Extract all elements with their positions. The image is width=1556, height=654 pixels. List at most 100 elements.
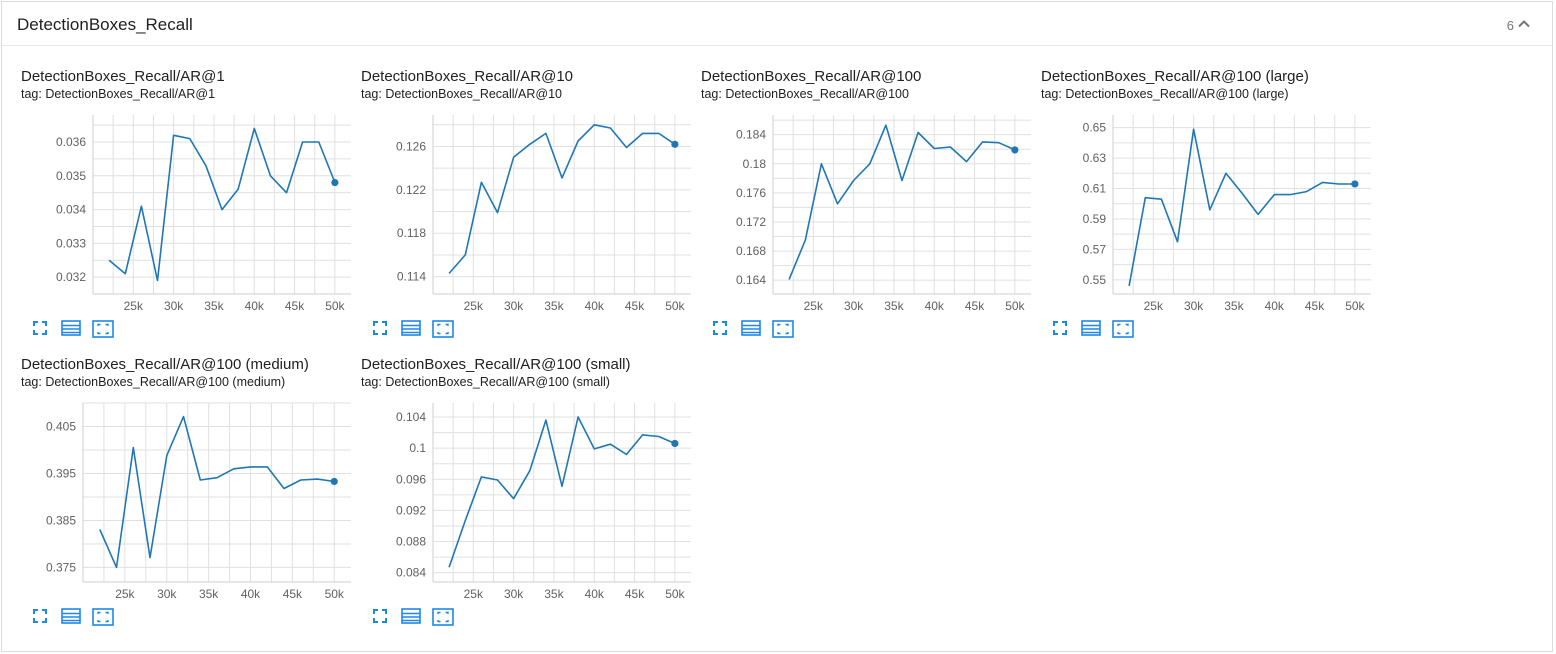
- data-table-icon[interactable]: [401, 608, 423, 626]
- chart-card: DetectionBoxes_Recall/AR@100 (small) tag:…: [361, 356, 701, 646]
- line-chart[interactable]: 0.114 0.118 0.122 0.126 25k 30k 35k 40k 45k 50k: [361, 68, 701, 318]
- chevron-up-icon[interactable]: [1516, 16, 1532, 32]
- y-tick-label: 0.395: [46, 466, 76, 480]
- x-tick-label: 30k: [504, 299, 524, 313]
- chart-title: DetectionBoxes_Recall/AR@100 (medium): [21, 356, 309, 373]
- y-tick-label: 0.034: [56, 203, 86, 217]
- series-line[interactable]: [108, 127, 336, 282]
- series-line[interactable]: [788, 124, 1016, 280]
- y-tick-label: 0.033: [56, 236, 86, 250]
- series-line[interactable]: [448, 123, 676, 274]
- x-tick-label: 50k: [1005, 299, 1025, 313]
- y-tick-label: 0.036: [56, 135, 86, 149]
- fullscreen-icon[interactable]: [1052, 320, 1074, 338]
- line-chart[interactable]: 0.084 0.088 0.092 0.096 0.1 0.104 25k 30k 35k 40k…: [361, 356, 701, 606]
- x-tick-label: 35k: [884, 299, 904, 313]
- fullscreen-icon[interactable]: [32, 608, 54, 626]
- x-tick-label: 40k: [1265, 299, 1285, 313]
- data-table-icon[interactable]: [401, 320, 423, 338]
- y-tick-label: 0.63: [1083, 151, 1107, 165]
- x-tick-label: 25k: [464, 299, 484, 313]
- last-point-marker[interactable]: [1011, 146, 1019, 154]
- y-tick-label: 0.092: [396, 503, 426, 517]
- line-chart[interactable]: 0.375 0.385 0.395 0.405 25k 30k 35k 40k 45k 50k: [21, 356, 361, 606]
- chart-tag: tag: DetectionBoxes_Recall/AR@100 (small…: [361, 375, 610, 389]
- chart-card: DetectionBoxes_Recall/AR@10 tag: Detectio…: [361, 68, 701, 358]
- y-tick-label: 0.172: [736, 215, 766, 229]
- y-tick-label: 0.122: [396, 183, 426, 197]
- x-tick-label: 45k: [1305, 299, 1325, 313]
- x-tick-label: 35k: [1224, 299, 1244, 313]
- line-chart[interactable]: 0.032 0.033 0.034 0.035 0.036 25k 30k 35k 40k 45k…: [21, 68, 361, 318]
- last-point-marker[interactable]: [330, 477, 338, 486]
- last-point-marker[interactable]: [1351, 180, 1359, 188]
- fit-domain-icon[interactable]: [92, 320, 114, 338]
- data-table-icon[interactable]: [741, 320, 763, 338]
- x-tick-label: 30k: [164, 299, 184, 313]
- fullscreen-icon[interactable]: [372, 608, 394, 626]
- x-tick-label: 50k: [325, 587, 345, 601]
- x-tick-label: 30k: [844, 299, 864, 313]
- data-table-icon[interactable]: [61, 608, 83, 626]
- chart-title: DetectionBoxes_Recall/AR@100: [701, 68, 922, 85]
- x-tick-label: 50k: [1345, 299, 1365, 313]
- y-tick-label: 0.084: [396, 566, 426, 580]
- fullscreen-icon[interactable]: [372, 320, 394, 338]
- series-line[interactable]: [1128, 128, 1355, 287]
- y-tick-label: 0.164: [736, 273, 766, 287]
- x-tick-label: 45k: [285, 299, 305, 313]
- chart-card: DetectionBoxes_Recall/AR@100 (medium) tag…: [21, 356, 361, 646]
- x-tick-label: 25k: [115, 587, 135, 601]
- y-tick-label: 0.114: [397, 270, 426, 284]
- series-line[interactable]: [99, 415, 335, 569]
- y-tick-label: 0.57: [1083, 242, 1107, 256]
- fit-domain-icon[interactable]: [432, 320, 454, 338]
- chart-tag: tag: DetectionBoxes_Recall/AR@100 (mediu…: [21, 375, 286, 389]
- fullscreen-icon[interactable]: [712, 320, 734, 338]
- chart-card: DetectionBoxes_Recall/AR@100 (large) tag:…: [1041, 68, 1381, 358]
- x-tick-label: 40k: [241, 587, 261, 601]
- y-tick-label: 0.168: [736, 244, 766, 258]
- y-tick-label: 0.65: [1083, 121, 1107, 135]
- y-tick-label: 0.088: [396, 535, 426, 549]
- x-tick-label: 25k: [464, 587, 484, 601]
- x-tick-label: 50k: [665, 587, 685, 601]
- chart-tag: tag: DetectionBoxes_Recall/AR@10: [361, 87, 562, 101]
- y-tick-label: 0.035: [56, 169, 86, 183]
- chart-tag: tag: DetectionBoxes_Recall/AR@1: [21, 87, 216, 101]
- data-table-icon[interactable]: [1081, 320, 1103, 338]
- x-tick-label: 25k: [804, 299, 824, 313]
- x-tick-label: 30k: [157, 587, 177, 601]
- y-tick-label: 0.032: [56, 270, 86, 284]
- data-table-icon[interactable]: [61, 320, 83, 338]
- fit-domain-icon[interactable]: [1112, 320, 1134, 338]
- fit-domain-icon[interactable]: [92, 608, 114, 626]
- last-point-marker[interactable]: [331, 178, 339, 187]
- chart-title: DetectionBoxes_Recall/AR@1: [21, 68, 225, 85]
- fullscreen-icon[interactable]: [32, 320, 54, 338]
- y-tick-label: 0.184: [736, 128, 766, 142]
- chart-tag: tag: DetectionBoxes_Recall/AR@100: [701, 87, 909, 101]
- x-tick-label: 40k: [585, 587, 605, 601]
- chart-card: DetectionBoxes_Recall/AR@1 tag: Detection…: [21, 68, 361, 358]
- x-tick-label: 35k: [199, 587, 219, 601]
- line-chart[interactable]: 0.164 0.168 0.172 0.176 0.18 0.184 25k 30k 35k 40…: [701, 68, 1041, 318]
- x-tick-label: 50k: [325, 299, 345, 313]
- chart-title: DetectionBoxes_Recall/AR@100 (large): [1041, 68, 1309, 85]
- line-chart[interactable]: 0.55 0.57 0.59 0.61 0.63 0.65 25k 30k 35k 40k 45k 5…: [1041, 68, 1381, 318]
- fit-domain-icon[interactable]: [772, 320, 794, 338]
- last-point-marker[interactable]: [671, 439, 679, 448]
- section-count: 6: [1506, 18, 1514, 33]
- y-tick-label: 0.55: [1083, 273, 1107, 287]
- series-line[interactable]: [448, 416, 676, 568]
- x-tick-label: 30k: [504, 587, 524, 601]
- y-tick-label: 0.61: [1083, 182, 1107, 196]
- section-header[interactable]: DetectionBoxes_Recall 6: [2, 2, 1552, 46]
- y-tick-label: 0.104: [396, 410, 426, 424]
- y-tick-label: 0.405: [46, 419, 76, 433]
- last-point-marker[interactable]: [671, 140, 679, 148]
- fit-domain-icon[interactable]: [432, 608, 454, 626]
- x-tick-label: 40k: [245, 299, 265, 313]
- x-tick-label: 40k: [925, 299, 945, 313]
